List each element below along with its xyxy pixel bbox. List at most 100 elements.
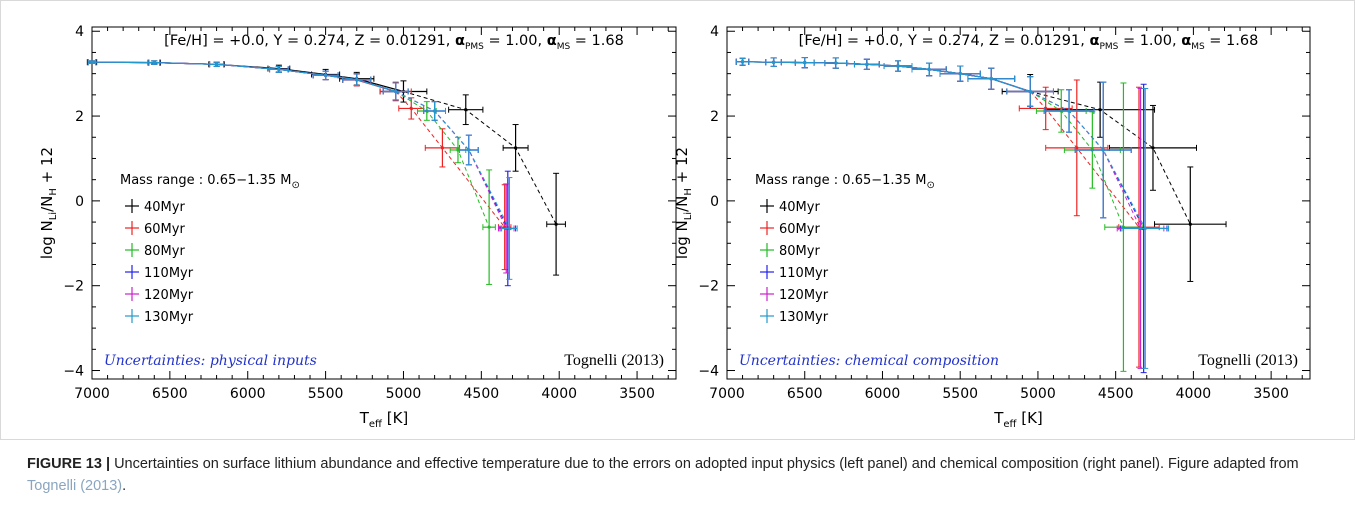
x-tick-label: 4500 <box>464 386 500 402</box>
y-axis-label-end: + 12 <box>38 147 56 188</box>
y-axis-label: log NLi/NH + 12 <box>673 147 694 259</box>
x-axis-label-main: T <box>993 409 1004 427</box>
figure-plots: 7000 6500 6000 5500 5000 4500 4000 3500 −4 −2 0 2 4 T… <box>38 24 1311 430</box>
y-axis-label-sub2: H <box>48 188 59 196</box>
series-130Myr <box>87 59 518 280</box>
x-axis-label-unit: [K] <box>1016 409 1042 427</box>
x-tick-label: 7000 <box>709 386 745 402</box>
x-tick-label: 5500 <box>942 386 978 402</box>
x-tick-label: 6500 <box>787 386 823 402</box>
series-line-dashed <box>395 91 510 229</box>
data-point <box>1188 222 1192 226</box>
data-point <box>1101 148 1105 152</box>
data-point <box>507 226 511 231</box>
series-line-dashed <box>1029 91 1140 228</box>
legend-title: Mass range : 0.65−1.35 M⊙ <box>120 173 300 191</box>
x-tick-label: 6000 <box>865 386 901 402</box>
panel-title-alpha1: α <box>1089 33 1099 49</box>
data-point <box>277 67 281 72</box>
data-point <box>464 108 468 112</box>
x-tick-label: 4000 <box>541 386 577 402</box>
panel-1: 7000 6500 6000 5500 5000 4500 4000 3500 −4 −2 0 2 4 T… <box>38 24 677 430</box>
data-point <box>1067 109 1071 113</box>
data-point <box>440 146 444 150</box>
y-tick-label: −4 <box>698 364 719 380</box>
x-axis-label: Teff [K] <box>993 409 1043 430</box>
y-tick-label: 0 <box>75 194 84 210</box>
panel-title-sub2: MS <box>1191 42 1205 52</box>
y-tick-label: 4 <box>75 24 84 40</box>
series-line-dashed <box>1029 91 1145 229</box>
series-line-dashed <box>395 91 506 228</box>
uncertainty-annotation: Uncertainties: chemical composition <box>739 353 999 369</box>
y-tick-label: 2 <box>75 109 84 125</box>
panel-title-sub2: MS <box>557 42 571 52</box>
y-tick-label: −2 <box>63 279 84 295</box>
y-tick-label: 0 <box>710 194 719 210</box>
caption-text: Uncertainties on surface lithium abundan… <box>114 456 1299 472</box>
legend-entry: 110Myr <box>779 266 829 281</box>
data-point <box>487 225 491 229</box>
series-line <box>742 61 1031 93</box>
x-tick-label: 5500 <box>308 386 344 402</box>
data-point <box>958 72 962 76</box>
caption-reference-link[interactable]: Tognelli (2013) <box>27 478 123 494</box>
y-tick-label: 4 <box>710 24 719 40</box>
plot-frame <box>91 26 677 380</box>
data-point <box>467 148 471 152</box>
data-point <box>927 67 931 72</box>
series-line-dashed <box>403 91 557 225</box>
x-tick-label: 6500 <box>152 386 188 402</box>
panel-title-main: [Fe/H] = +0.0, Y = 0.274, Z = 0.01291, <box>799 33 1090 49</box>
x-tick-label: 4500 <box>1098 386 1134 402</box>
legend-entry: 40Myr <box>779 200 820 215</box>
legend-title: Mass range : 0.65−1.35 M⊙ <box>755 173 935 191</box>
panel-title-alpha2: α <box>1181 33 1191 49</box>
y-tick-label: −2 <box>698 279 719 295</box>
y-axis-label-mid: /N <box>673 196 691 212</box>
legend-sun-symbol: ⊙ <box>291 180 299 191</box>
series-120Myr <box>87 59 515 274</box>
legend-sun-symbol: ⊙ <box>926 180 934 191</box>
panel-title-val2: = 1.68 <box>1205 33 1259 49</box>
legend-entry: 130Myr <box>144 310 194 325</box>
x-axis-label-main: T <box>359 409 370 427</box>
panel-title-alpha1: α <box>455 33 465 49</box>
series-60Myr <box>87 59 512 271</box>
panel-title: [Fe/H] = +0.0, Y = 0.274, Z = 0.01291, α… <box>164 33 624 52</box>
series-line <box>91 61 396 93</box>
data-point <box>394 89 398 94</box>
data-point <box>214 62 219 66</box>
y-axis-label-sub2: H <box>683 188 694 196</box>
y-axis-label-main: log N <box>38 220 56 259</box>
series-line-dashed <box>395 91 509 229</box>
series-130Myr <box>735 57 1170 369</box>
x-tick-label: 4000 <box>1176 386 1212 402</box>
data-point <box>324 73 328 77</box>
data-point <box>989 77 993 81</box>
y-axis-label-sub1: Li <box>48 212 59 220</box>
x-axis-label-sub: eff <box>369 419 383 430</box>
x-tick-label: 5000 <box>1020 386 1056 402</box>
x-tick-label: 5000 <box>386 386 422 402</box>
x-tick-label: 7000 <box>74 386 110 402</box>
legend-entry: 40Myr <box>144 200 185 215</box>
y-tick-label: 2 <box>710 109 719 125</box>
legend-entry: 130Myr <box>779 310 829 325</box>
caption-end: . <box>122 478 127 494</box>
x-tick-label: 6000 <box>230 386 266 402</box>
legend-entry: 80Myr <box>144 244 185 259</box>
panel-2: 7000 6500 6000 5500 5000 4500 4000 3500 −4 −2 0 2 4 T… <box>673 24 1311 430</box>
panel-title-val2: = 1.68 <box>570 33 624 49</box>
series-line-dashed <box>1030 91 1191 225</box>
data-point <box>90 60 94 64</box>
legend-entry: 120Myr <box>144 288 194 303</box>
data-point <box>740 60 745 64</box>
data-point <box>896 64 900 68</box>
panel-title-sub1: PMS <box>465 42 484 52</box>
data-point <box>1075 146 1079 150</box>
legend-entry: 80Myr <box>779 244 820 259</box>
data-point <box>865 62 869 66</box>
uncertainty-annotation: Uncertainties: physical inputs <box>104 353 317 369</box>
